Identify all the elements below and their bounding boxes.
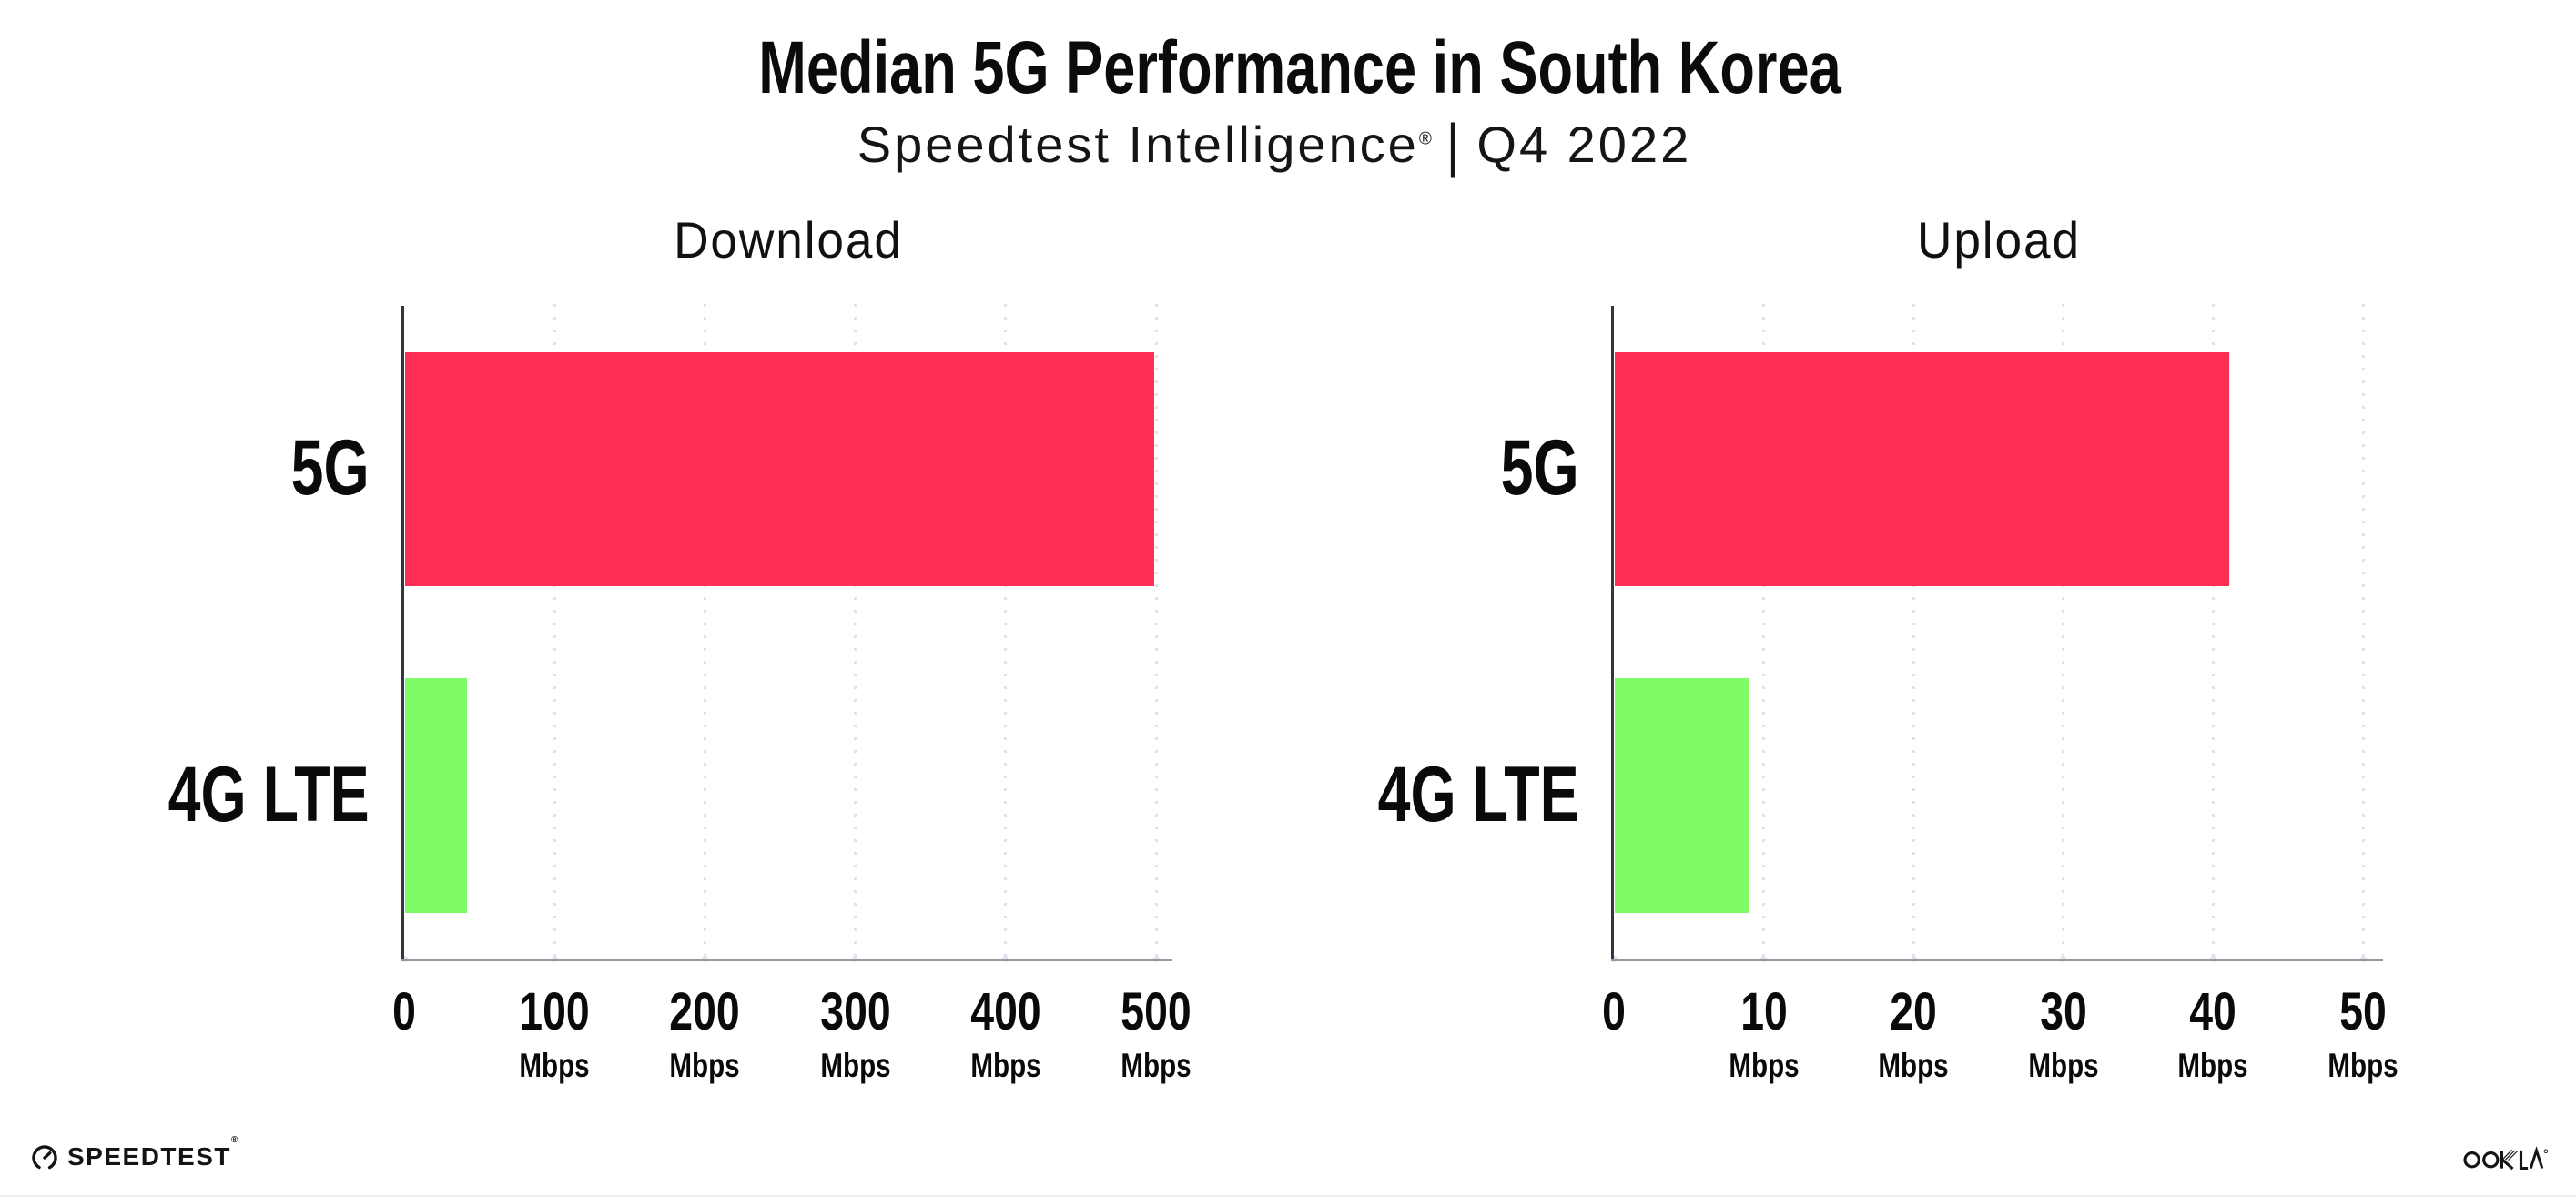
subtitle-product: Speedtest Intelligence (857, 116, 1419, 173)
tick-label-upload-40: 40 (2189, 982, 2237, 1041)
bar-download-5g (405, 352, 1154, 586)
category-label-download-4g-lte: 4G LTE (167, 751, 370, 838)
bar-upload-4g-lte (1615, 678, 1750, 913)
y-axis-upload (1611, 306, 1614, 961)
ookla-logo (2461, 1145, 2549, 1170)
gridline-download-400 (1004, 304, 1008, 959)
tick-label-download-0: 0 (392, 982, 416, 1041)
tick-unit-download-500: Mbps (1121, 1047, 1192, 1084)
tick-label-upload-10: 10 (1739, 982, 1788, 1041)
page-title: Median 5G Performance in South Korea (758, 26, 1841, 109)
speedtest-gauge-icon (30, 1142, 59, 1172)
speedtest-registered-mark: ® (230, 1135, 238, 1145)
x-axis-download (401, 959, 1172, 961)
tick-unit-upload-20: Mbps (1878, 1047, 1949, 1084)
bottom-divider (0, 1195, 2576, 1197)
tick-unit-download-400: Mbps (970, 1047, 1041, 1084)
speedtest-logo: SPEEDTEST® (30, 1135, 238, 1172)
chart-title-download: Download (674, 211, 903, 269)
ookla-wordmark-icon (2461, 1145, 2549, 1170)
tick-unit-upload-40: Mbps (2177, 1047, 2249, 1084)
tick-label-download-100: 100 (519, 982, 590, 1041)
gridline-download-500 (1154, 304, 1158, 959)
bar-upload-5g (1615, 352, 2229, 586)
tick-unit-upload-50: Mbps (2328, 1047, 2399, 1084)
gridline-upload-50 (2361, 304, 2365, 959)
tick-label-download-400: 400 (970, 982, 1041, 1041)
subtitle-separator: | (1445, 111, 1463, 178)
category-label-download-5g: 5G (290, 424, 370, 512)
x-axis-upload (1611, 959, 2383, 961)
tick-label-download-300: 300 (819, 982, 891, 1041)
gridline-upload-40 (2211, 304, 2215, 959)
subtitle-period: Q4 2022 (1476, 116, 1692, 173)
tick-label-download-200: 200 (669, 982, 741, 1041)
bar-download-4g-lte (405, 678, 467, 913)
y-axis-download (401, 306, 404, 961)
category-label-upload-4g-lte: 4G LTE (1377, 751, 1579, 838)
gridline-download-100 (553, 304, 556, 959)
gridline-upload-30 (2062, 304, 2065, 959)
tick-label-upload-0: 0 (1602, 982, 1626, 1041)
gridline-download-200 (703, 304, 706, 959)
tick-unit-upload-10: Mbps (1728, 1047, 1800, 1084)
gridline-download-300 (854, 304, 857, 959)
gridline-upload-10 (1762, 304, 1766, 959)
tick-unit-download-100: Mbps (519, 1047, 590, 1084)
tick-label-upload-20: 20 (1890, 982, 1937, 1041)
tick-unit-download-300: Mbps (819, 1047, 891, 1084)
gridline-upload-20 (1912, 304, 1915, 959)
registered-mark: ® (1418, 129, 1432, 149)
tick-unit-upload-30: Mbps (2028, 1047, 2099, 1084)
tick-unit-download-200: Mbps (669, 1047, 741, 1084)
tick-label-upload-50: 50 (2339, 982, 2387, 1041)
tick-label-download-500: 500 (1121, 982, 1192, 1041)
speedtest-wordmark: SPEEDTEST® (67, 1135, 238, 1171)
category-label-upload-5g: 5G (1500, 424, 1579, 512)
page-subtitle: Speedtest Intelligence® | Q4 2022 (857, 115, 2108, 173)
tick-label-upload-30: 30 (2039, 982, 2087, 1041)
chart-title-upload: Upload (1917, 211, 2081, 269)
